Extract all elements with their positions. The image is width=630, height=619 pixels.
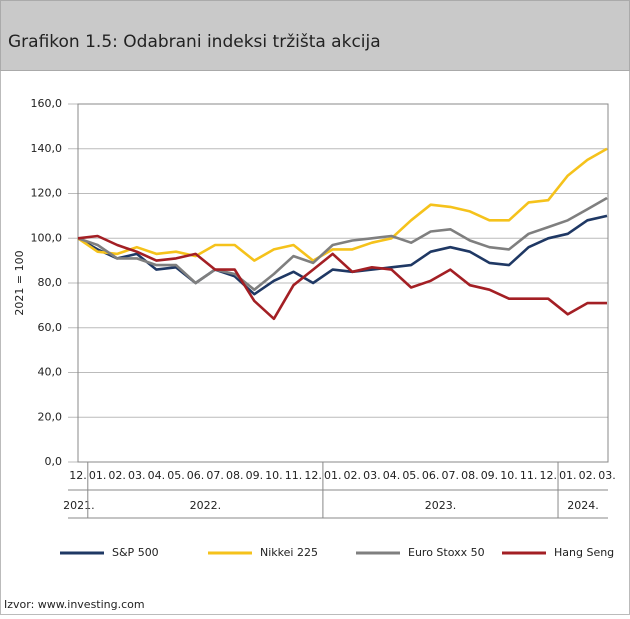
x-tick-label: 03. — [598, 469, 616, 482]
x-tick-label: 10. — [265, 469, 283, 482]
x-tick-label: 07. — [206, 469, 224, 482]
y-tick-label: 160,0 — [31, 97, 63, 110]
y-tick-label: 120,0 — [31, 187, 63, 200]
x-tick-label: 12. — [539, 469, 557, 482]
x-tick-label: 12. — [69, 469, 87, 482]
x-tick-label: 01. — [324, 469, 342, 482]
legend-label: Nikkei 225 — [260, 546, 318, 559]
x-tick-label: 06. — [422, 469, 440, 482]
x-tick-label: 08. — [226, 469, 244, 482]
y-tick-label: 80,0 — [38, 276, 63, 289]
x-tick-label: 06. — [187, 469, 205, 482]
y-tick-label: 0,0 — [45, 455, 63, 468]
y-axis-label: 2021 = 100 — [13, 250, 26, 315]
x-tick-label: 04. — [383, 469, 401, 482]
x-tick-label: 03. — [363, 469, 381, 482]
year-label: 2024. — [567, 499, 599, 512]
legend-label: Euro Stoxx 50 — [408, 546, 485, 559]
y-tick-label: 140,0 — [31, 142, 63, 155]
series-line — [77, 234, 607, 321]
year-label: 2022. — [190, 499, 222, 512]
y-tick-label: 100,0 — [31, 231, 63, 244]
x-tick-label: 08. — [461, 469, 479, 482]
x-tick-label: 05. — [402, 469, 420, 482]
chart-title: Grafikon 1.5: Odabrani indeksi tržišta a… — [8, 32, 381, 52]
x-tick-label: 11. — [520, 469, 538, 482]
x-tick-label: 07. — [442, 469, 460, 482]
header — [0, 0, 630, 71]
series-line — [77, 196, 608, 291]
year-label: 2023. — [425, 499, 457, 512]
x-tick-label: 02. — [344, 469, 362, 482]
series-line — [77, 147, 608, 262]
y-tick-label: 20,0 — [38, 410, 63, 423]
x-tick-label: 02. — [579, 469, 597, 482]
x-tick-label: 09. — [246, 469, 264, 482]
plot-frame — [77, 103, 609, 463]
source: Izvor: www.investing.com — [4, 598, 145, 611]
x-tick-label: 11. — [285, 469, 303, 482]
x-tick-label: 10. — [500, 469, 518, 482]
x-tick-label: 03. — [128, 469, 146, 482]
x-tick-label: 01. — [89, 469, 107, 482]
x-tick-label: 02. — [108, 469, 126, 482]
year-label: 2021. — [63, 499, 95, 512]
x-tick-label: 12. — [304, 469, 322, 482]
legend-label: Hang Seng — [554, 546, 614, 559]
legend-label: S&P 500 — [112, 546, 159, 559]
y-tick-label: 60,0 — [38, 321, 63, 334]
series-line — [77, 214, 608, 296]
x-tick-label: 04. — [148, 469, 166, 482]
x-tick-label: 09. — [481, 469, 499, 482]
x-tick-label: 01. — [559, 469, 577, 482]
y-tick-label: 40,0 — [38, 366, 63, 379]
x-tick-label: 05. — [167, 469, 185, 482]
